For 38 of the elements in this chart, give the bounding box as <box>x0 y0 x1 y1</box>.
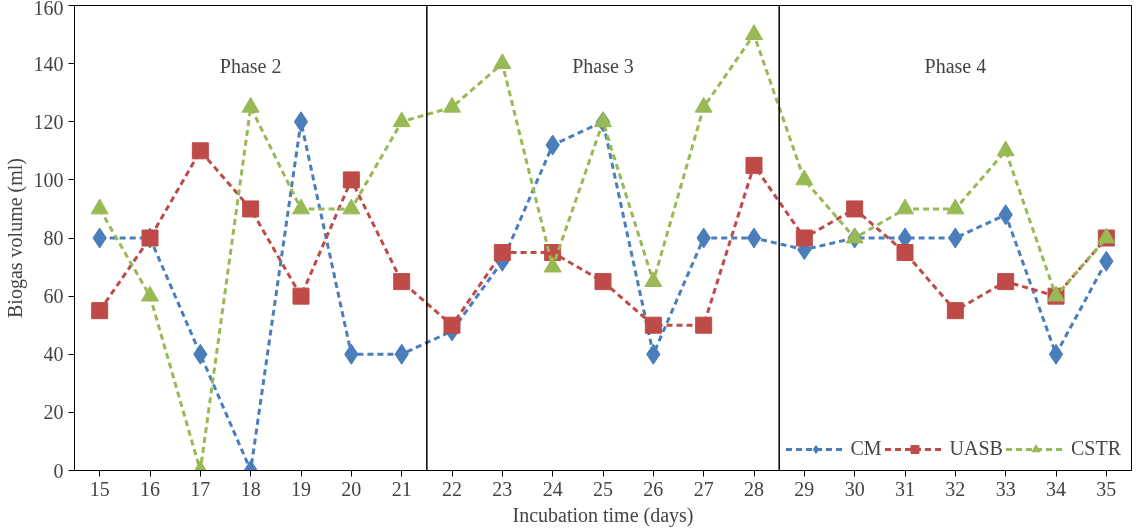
x-tick-label: 24 <box>542 477 563 500</box>
x-tick-label: 17 <box>190 477 211 500</box>
x-tick-label: 19 <box>291 477 311 500</box>
x-tick-label: 32 <box>945 477 966 500</box>
x-tick-label: 34 <box>1046 477 1066 500</box>
y-tick-label: 20 <box>43 401 64 424</box>
x-tick-label: 16 <box>140 477 160 500</box>
x-tick-label: 30 <box>844 477 865 500</box>
x-tick-label: 33 <box>995 477 1016 500</box>
x-tick-label: 26 <box>643 477 664 500</box>
x-tick-label: 29 <box>794 477 815 500</box>
y-tick-label: 0 <box>53 459 64 482</box>
x-tick-label: 20 <box>341 477 362 500</box>
x-tick-label: 22 <box>442 477 462 500</box>
legend-label: CSTR <box>1070 437 1121 460</box>
y-tick-label: 140 <box>33 52 64 75</box>
x-tick-label: 23 <box>492 477 513 500</box>
x-tick-label: 28 <box>744 477 764 500</box>
x-tick-label: 25 <box>593 477 613 500</box>
legend-label: CM <box>850 437 882 460</box>
x-tick-label: 31 <box>895 477 915 500</box>
y-tick-label: 80 <box>43 227 64 249</box>
x-tick-label: 15 <box>89 477 110 500</box>
x-tick-label: 18 <box>240 477 261 500</box>
y-axis-title: Biogas volume (ml) <box>3 158 27 318</box>
y-tick-label: 120 <box>33 110 64 133</box>
y-tick-label: 100 <box>33 168 64 191</box>
annotation: Phase 4 <box>924 54 987 77</box>
y-tick-label: 160 <box>33 0 64 19</box>
x-axis-title: Incubation time (days) <box>512 503 694 527</box>
x-tick-label: 21 <box>391 477 412 500</box>
y-tick-label: 60 <box>43 285 64 308</box>
y-tick-label: 40 <box>43 343 64 366</box>
annotation: Phase 3 <box>572 54 634 77</box>
x-tick-label: 27 <box>693 477 714 500</box>
annotation: Phase 2 <box>219 54 282 77</box>
x-tick-label: 35 <box>1096 477 1117 500</box>
legend-label: UASB <box>949 437 1003 460</box>
